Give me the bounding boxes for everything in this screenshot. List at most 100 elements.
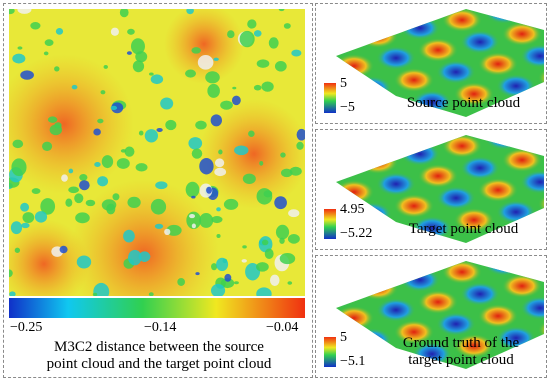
heat-spot <box>128 249 142 266</box>
heat-spot <box>9 269 13 278</box>
surface-bump <box>400 142 440 166</box>
surface-bump <box>436 60 476 84</box>
heat-spot <box>256 262 269 272</box>
heat-spot <box>120 149 127 153</box>
colorbar-min: −5.1 <box>340 354 366 369</box>
surface-bump <box>454 82 494 106</box>
surface-bump <box>336 180 374 204</box>
heat-spot <box>40 198 56 215</box>
heat-spot <box>85 199 96 207</box>
surface-bump <box>418 38 458 62</box>
heat-spot <box>110 105 118 111</box>
heat-spot <box>12 139 24 149</box>
heat-spot <box>12 53 26 64</box>
heat-spot <box>274 60 287 72</box>
heat-spot <box>49 124 63 136</box>
heat-spot <box>210 283 226 296</box>
heat-spot <box>93 282 110 296</box>
colorbar <box>324 83 336 113</box>
heat-spot <box>227 30 235 39</box>
colorbar-label: −0.14 <box>144 320 177 335</box>
surface-figure <box>324 9 544 117</box>
heat-spot <box>241 259 247 263</box>
surface-bump <box>376 46 416 70</box>
heat-spot <box>123 229 135 243</box>
surface-bump <box>376 172 416 196</box>
heat-spot <box>188 137 203 150</box>
heat-spot <box>11 158 27 177</box>
heat-spot <box>279 253 296 265</box>
heat-spot <box>256 59 270 68</box>
heat-spot <box>106 203 116 215</box>
heat-spot <box>278 9 285 12</box>
heat-spot <box>223 198 239 210</box>
heat-region <box>164 9 244 84</box>
colorbar-max: 5 <box>340 76 347 91</box>
heat-spot <box>199 157 214 175</box>
heat-spot <box>214 167 227 177</box>
surface-bump <box>454 208 494 232</box>
heat-spot <box>42 141 53 152</box>
heat-spot <box>216 233 221 238</box>
heat-spot <box>44 39 54 46</box>
heat-spot <box>234 145 249 156</box>
heat-spot <box>191 223 196 229</box>
heat-spot <box>34 211 48 223</box>
surface-bump <box>454 334 494 358</box>
colorbar-label: −0.25 <box>10 320 43 335</box>
heat-spot <box>199 213 214 228</box>
heat-spot <box>234 281 239 285</box>
heat-spot <box>239 30 255 48</box>
heat-spot <box>101 155 114 169</box>
heat-spot <box>75 212 90 224</box>
heat-spot <box>150 74 164 85</box>
heat-spot <box>138 251 151 262</box>
heat-spot <box>210 114 222 127</box>
colorbar-max: 5 <box>340 330 347 345</box>
heat-spot <box>287 234 300 244</box>
heat-spot <box>132 60 145 73</box>
surface-bump <box>336 284 356 308</box>
heat-spot <box>253 84 262 91</box>
heat-spot <box>119 9 129 18</box>
heat-spot <box>185 69 197 78</box>
heat-spot <box>126 51 132 55</box>
heat-spot <box>149 72 154 76</box>
surface-bump <box>394 68 434 92</box>
heat-spot <box>135 163 148 172</box>
heat-spot <box>264 248 274 260</box>
heat-spot <box>144 129 159 143</box>
heatmap-figure <box>9 9 305 318</box>
heat-spot <box>259 160 264 166</box>
heat-spot <box>55 28 64 35</box>
heat-spot <box>100 90 106 95</box>
surface-bump <box>460 30 500 54</box>
heat-spot <box>211 263 218 271</box>
surface-bump <box>336 158 356 182</box>
heat-spot <box>280 152 286 158</box>
surface-bump <box>336 32 356 56</box>
surface-bump <box>502 22 542 46</box>
surface-bump <box>478 52 518 76</box>
heat-spot <box>224 273 232 282</box>
colorbar-max: 4.95 <box>340 202 365 217</box>
heat-spot <box>296 128 305 141</box>
heat-spot <box>189 214 195 219</box>
heat-spot <box>261 239 269 246</box>
heat-spot <box>68 168 74 174</box>
surface-bump <box>460 156 500 180</box>
colorbar-min: −5 <box>340 100 355 115</box>
heat-spot <box>185 181 200 198</box>
heat-spot <box>269 274 280 286</box>
heat-spot <box>156 127 163 132</box>
heat-spot <box>216 257 229 272</box>
heat-spot <box>93 128 101 136</box>
surface-bump <box>520 44 544 68</box>
colorbar-min: −5.22 <box>340 226 373 241</box>
heat-spot <box>166 224 182 236</box>
heat-spot <box>59 245 68 254</box>
heat-spot <box>20 202 30 212</box>
heat-spot <box>197 55 214 70</box>
surface-bump <box>418 164 458 188</box>
surface-bump <box>400 268 440 292</box>
